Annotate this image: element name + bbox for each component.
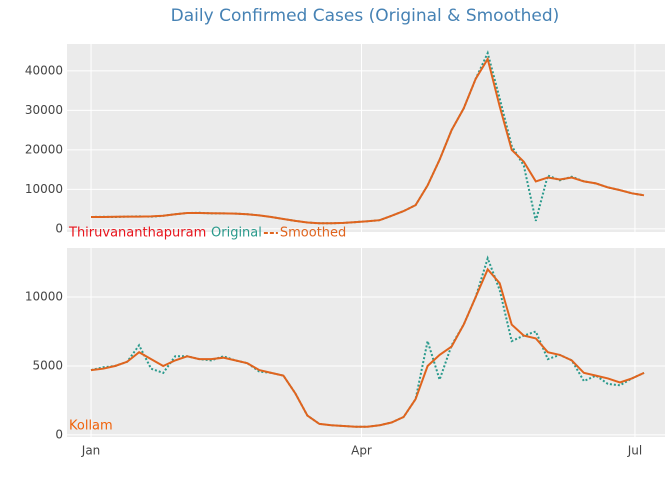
x-tick-label: Jul xyxy=(627,444,642,458)
y-tick-label: 0 xyxy=(55,427,63,441)
legend-label: Original xyxy=(211,226,262,241)
y-tick-label: 10000 xyxy=(25,289,63,303)
y-tick-label: 0 xyxy=(55,221,63,235)
legend-label: Smoothed xyxy=(280,226,346,241)
y-tick-label: 40000 xyxy=(25,63,63,77)
x-tick-label: Apr xyxy=(351,444,372,458)
y-tick-label: 30000 xyxy=(25,103,63,117)
series-line xyxy=(90,255,645,428)
subplot-label: Kollam xyxy=(69,419,113,434)
x-tick-label: Jan xyxy=(81,444,101,458)
y-tick-label: 5000 xyxy=(32,358,63,372)
y-tick-label: 10000 xyxy=(25,182,63,196)
plot-area xyxy=(67,44,665,232)
series-line xyxy=(91,56,645,225)
subplot-label: Thiruvananthapuram xyxy=(68,226,206,241)
y-tick-label: 20000 xyxy=(25,142,63,156)
plot-area xyxy=(67,248,665,437)
chart-title: Daily Confirmed Cases (Original & Smooth… xyxy=(171,6,560,26)
series-line xyxy=(90,267,645,428)
